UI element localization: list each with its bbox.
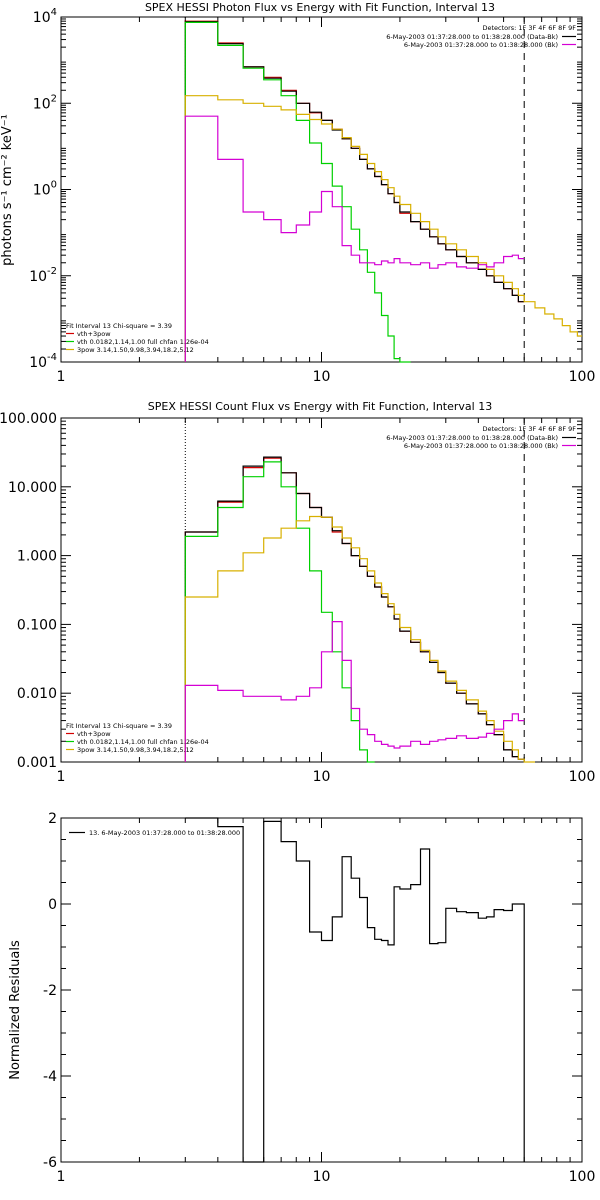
y-tick-label: 102 — [33, 93, 57, 112]
legend-entry-label: vth 0.0182,1.14,1.00 full chfan 1.26e-04 — [77, 338, 209, 346]
y-tick-label: 1.000 — [17, 549, 57, 565]
y-tick-label: 10-2 — [29, 266, 57, 285]
series-bk — [184, 115, 525, 362]
series-data — [184, 456, 525, 762]
y-tick-exponent: 2 — [51, 93, 57, 104]
y-tick-label: -2 — [43, 983, 57, 999]
x-tick-label: 100 — [569, 769, 596, 785]
legend-entry-label: vth 0.0182,1.14,1.00 full chfan 1.26e-04 — [77, 738, 209, 746]
series-vth — [184, 461, 375, 763]
series-3pow — [184, 515, 535, 763]
fit-interval-label: Fit Interval 13 Chi-square = 3.39 — [66, 322, 172, 330]
legend-entry-label: 6-May-2003 01:37:28.000 to 01:38:28.000 … — [404, 41, 558, 49]
x-tick-label: 100 — [569, 1169, 596, 1185]
y-tick-exponent: 0 — [51, 180, 57, 191]
legend-entry-label: 6-May-2003 01:37:28.000 to 01:38:28.000 … — [404, 442, 558, 450]
residuals-panel: Normalized Residuals 1 10 100 -6 -4 -2 0 2 13. 6… — [8, 811, 595, 1185]
photon-flux-y-axis-label: photons s⁻¹ cm⁻² keV⁻¹ — [0, 114, 15, 266]
series-residuals — [185, 817, 525, 1163]
y-tick-label: 0.100 — [17, 617, 57, 633]
series-vth — [184, 21, 411, 363]
x-tick-label: 1 — [57, 1169, 66, 1185]
y-tick-label: 100.000 — [0, 411, 57, 427]
detectors-label: Detectors: 1F 3F 4F 6F 8F 9F — [482, 425, 576, 433]
legend-entry-label: vth+3pow — [77, 730, 111, 738]
legend-entry-label: vth+3pow — [77, 330, 111, 338]
series-data — [184, 21, 525, 362]
y-tick-label: 10.000 — [8, 480, 57, 496]
photon-flux-title: SPEX HESSI Photon Flux vs Energy with Fi… — [145, 1, 495, 14]
y-tick-label: 10-4 — [29, 352, 57, 371]
y-tick-label: 0.001 — [17, 755, 57, 771]
y-tick-label: 100 — [33, 180, 57, 199]
y-tick-mantissa: 10 — [29, 269, 47, 285]
x-tick-label: 10 — [313, 1169, 331, 1185]
x-tick-label: 10 — [313, 369, 331, 385]
y-tick-exponent: 4 — [51, 7, 57, 18]
plot-frame — [60, 16, 583, 363]
y-tick-exponent: -2 — [47, 266, 57, 277]
y-tick-label: 2 — [48, 811, 57, 827]
y-tick-mantissa: 10 — [29, 355, 47, 371]
photon-flux-panel: SPEX HESSI Photon Flux vs Energy with Fi… — [0, 1, 595, 385]
series-bk — [184, 621, 525, 762]
x-tick-label: 1 — [57, 769, 66, 785]
y-tick-label: 104 — [33, 7, 57, 26]
x-tick-label: 1 — [57, 369, 66, 385]
residuals-y-axis-label: Normalized Residuals — [8, 940, 23, 1080]
legend-entry-label: 6-May-2003 01:37:28.000 to 01:38:28.000 … — [386, 434, 558, 442]
count-flux-panel: SPEX HESSI Count Flux vs Energy with Fit… — [0, 400, 595, 785]
x-tick-label: 10 — [313, 769, 331, 785]
detectors-label: Detectors: 1F 3F 4F 6F 8F 9F — [482, 24, 576, 32]
series-3pow — [184, 95, 582, 362]
legend-entry-label: 13. 6-May-2003 01:37:28.000 to 01:38:28.… — [89, 829, 240, 837]
legend-entry-label: 3pow 3.14,1.50,9.98,3.94,18.2,5.12 — [77, 746, 194, 754]
y-tick-exponent: -4 — [47, 352, 57, 363]
y-tick-label: 0 — [48, 897, 57, 913]
x-tick-label: 100 — [569, 369, 596, 385]
y-tick-mantissa: 10 — [33, 183, 51, 199]
y-tick-label: -6 — [43, 1155, 57, 1171]
legend-entry-label: 3pow 3.14,1.50,9.98,3.94,18.2,5.12 — [77, 346, 194, 354]
y-tick-mantissa: 10 — [33, 96, 51, 112]
y-tick-label: 0.010 — [17, 686, 57, 702]
series-vth-3pow — [184, 457, 525, 762]
y-tick-mantissa: 10 — [33, 10, 51, 26]
plot-frame — [60, 817, 583, 1163]
fit-interval-label: Fit Interval 13 Chi-square = 3.39 — [66, 722, 172, 730]
y-tick-label: -4 — [43, 1069, 57, 1085]
legend-entry-label: 6-May-2003 01:37:28.000 to 01:38:28.000 … — [386, 33, 558, 41]
count-flux-title: SPEX HESSI Count Flux vs Energy with Fit… — [148, 400, 492, 413]
series-vth-3pow — [184, 20, 525, 362]
